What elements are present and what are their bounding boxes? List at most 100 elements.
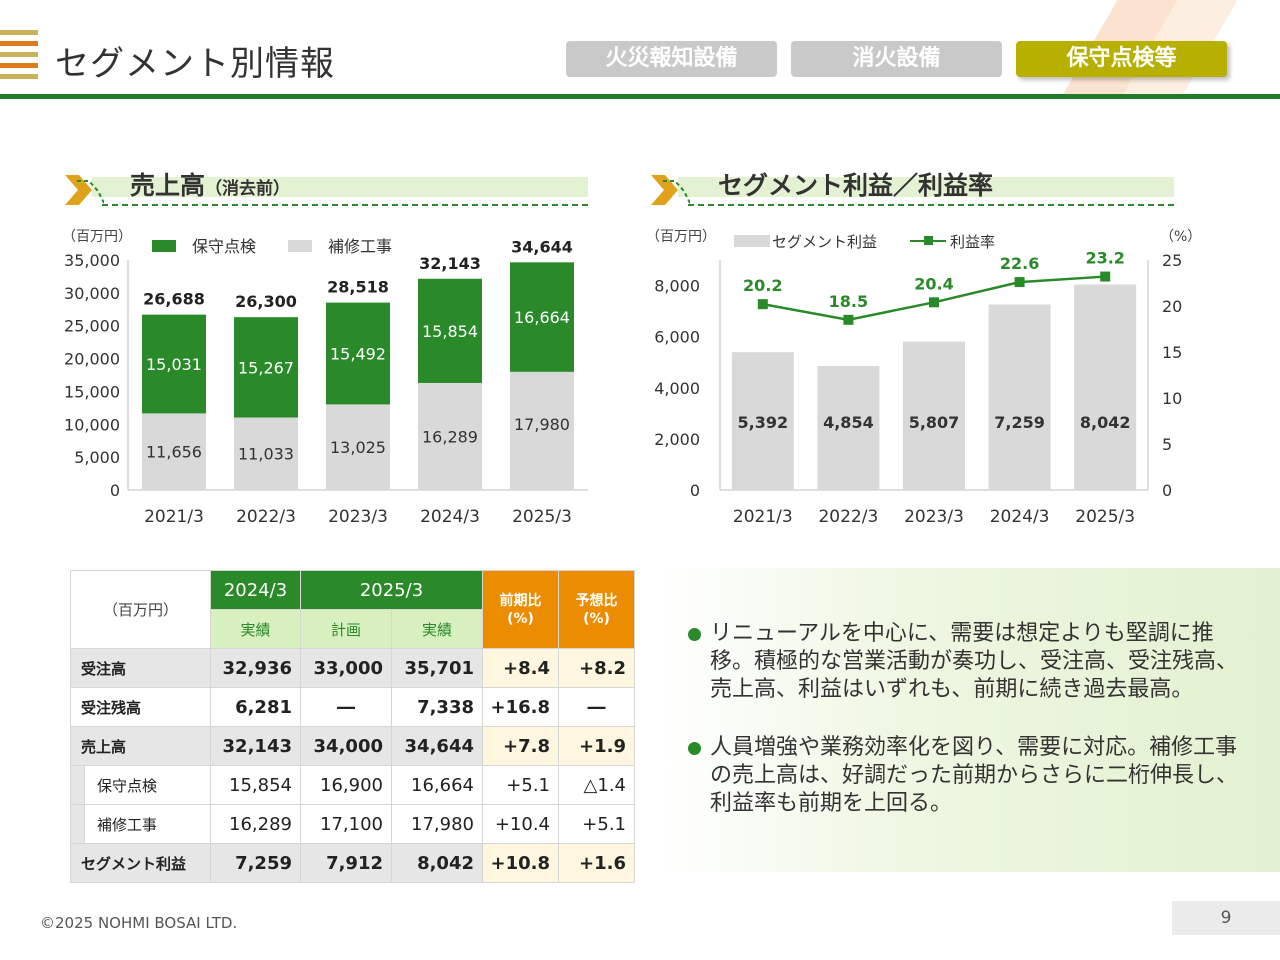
cell-2024-actual: 7,259 [210,843,301,883]
cell-2025-actual: 34,644 [391,726,483,766]
cell-2025-plan: 33,000 [300,648,392,688]
y-tick-label: 10,000 [64,415,120,434]
subheader-plan-2025: 計画 [300,609,392,649]
data-label: 16,289 [422,427,478,446]
page-number: 9 [1172,901,1280,935]
y-tick-label: 30,000 [64,284,120,303]
data-label: 8,042 [1080,413,1131,432]
cell-vs-forecast: △1.4 [558,765,635,805]
col-header-2025: 2025/3 [300,570,483,610]
data-label: 7,259 [994,413,1045,432]
x-tick-label: 2021/3 [144,507,204,527]
y-tick-label: 0 [110,481,120,500]
segment-results-table: （百万円） 2024/3 2025/3 前期比 (%) 予想比 (%) 実績 計画 … [70,570,635,883]
line-point [757,299,768,310]
table-row: 受注残高 6,281 ― 7,338 +16.8 ― [70,687,635,727]
cell-2024-actual: 32,143 [210,726,301,766]
cell-yoy: +10.8 [482,843,559,883]
cell-yoy: +16.8 [482,687,559,727]
y-tick-label-left: 0 [690,481,700,500]
bar-segment-maintenance [142,314,206,414]
legend-swatch [288,240,312,252]
y-tick-label: 35,000 [64,251,120,270]
line-point [843,314,854,325]
data-label: 16,664 [514,308,570,327]
total-label: 26,300 [235,292,297,311]
table-unit-cell: （百万円） [70,570,211,649]
profit-bar-line-chart: （百万円） （%） 0 2,000 4,000 6,000 8,000 0 5 10 15 20 25 セ… [646,229,1201,527]
cell-2025-actual: 7,338 [391,687,483,727]
cell-yoy: +8.4 [482,648,559,688]
bullet-text: 人員増強や業務効率化を図り、需要に対応。補修工事の売上高は、好調だった前期からさ… [710,735,1239,816]
legend-swatch [734,235,770,247]
data-label: 5,392 [737,413,788,432]
sales-stacked-bar-chart: （百万円） 0 5,000 10,000 15,000 20,000 25,000 30,00… [62,229,588,527]
table-row: セグメント利益 7,259 7,912 8,042 +10.8 +1.6 [70,843,635,883]
sales-title-note: （消去前） [205,179,291,199]
y-tick-label-right: 15 [1162,343,1182,362]
col-header-yoy: 前期比 (%) [482,570,559,649]
copyright: ©2025 NOHMI BOSAI LTD. [40,914,238,932]
y-axis-unit: （百万円） [62,229,132,245]
row-label: セグメント利益 [70,843,211,883]
line-data-label: 23.2 [1085,249,1124,268]
bar-segment-profit [817,365,880,490]
line-point [929,297,939,308]
bullet-text: リニューアルを中心に、需要は想定よりも堅調に推移。積極的な営業活動が奏功し、受注… [710,621,1239,702]
line-data-label: 20.4 [914,274,953,293]
line-data-label: 22.6 [1000,254,1039,273]
line-data-label: 18.5 [829,292,868,311]
cell-2025-actual: 16,664 [391,765,483,805]
legend-swatch [152,240,176,252]
bar-segment-maintenance [510,262,574,372]
bar-segment-maintenance [234,317,298,418]
section-dash-right [688,204,1174,206]
col-header-2024: 2024/3 [210,570,301,610]
bar-segment-profit [988,304,1051,490]
data-label: 13,025 [330,438,386,457]
x-tick-label: 2024/3 [420,507,480,527]
section-title-profit: セグメント利益／利益率 [718,171,994,200]
cell-2024-actual: 6,281 [210,687,301,727]
bar-segment-profit [731,352,794,490]
x-tick-label: 2022/3 [236,507,296,527]
legend-label: 利益率 [950,233,995,251]
row-label: 売上高 [70,726,211,766]
y-tick-label-left: 4,000 [654,379,700,398]
bar-segment-repair [142,413,206,490]
subheader-actual-2025: 実績 [391,609,483,649]
bar-segment-repair [234,417,298,490]
tab-fire-alarm[interactable]: 火災報知設備 [566,41,777,77]
bullet-item: 人員増強や業務効率化を図り、需要に対応。補修工事の売上高は、好調だった前期からさ… [688,734,1248,818]
x-tick-label: 2024/3 [990,507,1050,527]
x-tick-label: 2023/3 [904,507,964,527]
commentary-panel: リニューアルを中心に、需要は想定よりも堅調に推移。積極的な営業活動が奏功し、受注… [660,568,1280,872]
line-point [1014,277,1025,288]
y-axis-unit-right: （%） [1160,229,1201,245]
bar-segment-profit [1074,284,1137,490]
line-point [1100,271,1111,282]
cell-2025-actual: 8,042 [391,843,483,883]
y-tick-label-right: 10 [1162,389,1182,408]
cell-2024-actual: 32,936 [210,648,301,688]
tab-maintenance[interactable]: 保守点検等 [1016,41,1227,77]
cell-2025-actual: 17,980 [391,804,483,844]
cell-vs-forecast: +1.6 [558,843,635,883]
legend-label: 保守点検 [192,237,256,256]
y-axis-unit-left: （百万円） [646,229,716,245]
table-row: 受注高 32,936 33,000 35,701 +8.4 +8.2 [70,648,635,688]
total-label: 28,518 [327,278,389,297]
chevron-right-icon [65,175,104,205]
row-label: 受注高 [70,648,211,688]
total-label: 26,688 [143,290,205,309]
cell-yoy: +7.8 [482,726,559,766]
legend-label: 補修工事 [328,237,392,256]
legend-marker [924,236,933,245]
y-tick-label-right: 20 [1162,297,1182,316]
y-tick-label: 25,000 [64,317,120,336]
y-tick-label-right: 0 [1162,481,1172,500]
cell-2024-actual: 16,289 [210,804,301,844]
section-title-sales: 売上高（消去前） [130,166,290,202]
tab-fire-extinguishing[interactable]: 消火設備 [791,41,1002,77]
bullet-dot-icon [688,742,701,755]
